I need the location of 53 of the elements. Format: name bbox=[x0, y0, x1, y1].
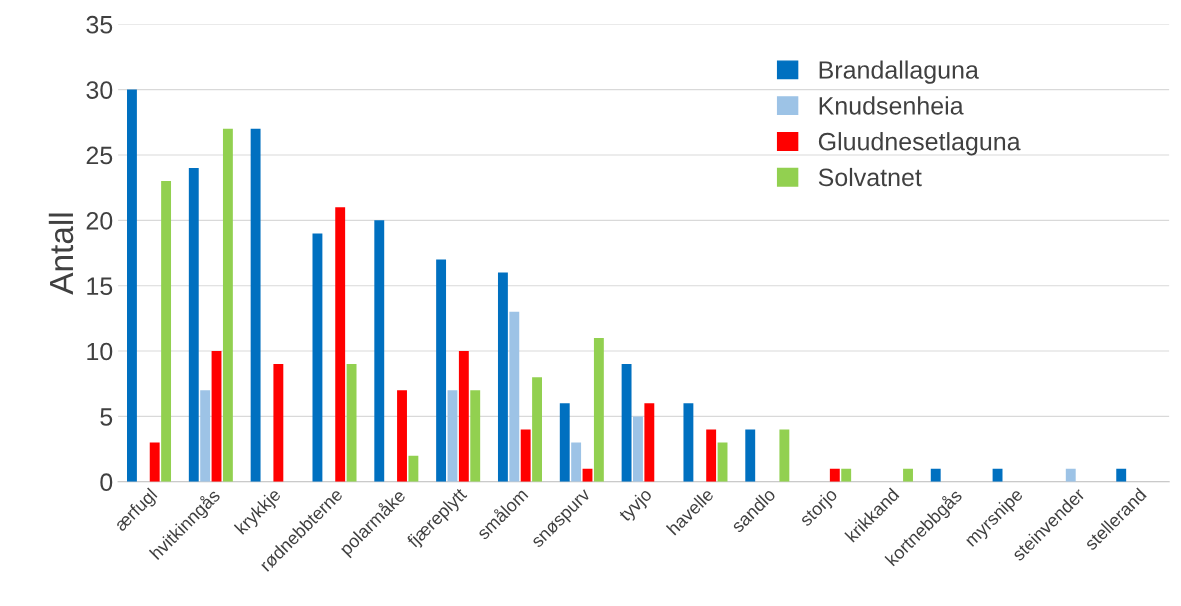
legend-label: Brandallaguna bbox=[819, 60, 979, 84]
bar bbox=[779, 429, 790, 482]
y-tick-label: 15 bbox=[87, 277, 113, 295]
legend-label: Knudsenheia bbox=[819, 96, 964, 115]
bar bbox=[436, 259, 447, 482]
bar bbox=[161, 181, 172, 482]
bar bbox=[222, 128, 233, 482]
bar bbox=[706, 429, 717, 482]
y-tick-label: 30 bbox=[86, 81, 113, 99]
y-tick-label: 35 bbox=[86, 15, 113, 34]
y-tick-label: 20 bbox=[86, 211, 113, 230]
bar bbox=[127, 89, 137, 482]
y-axis-title: Antall bbox=[48, 213, 74, 295]
bar bbox=[559, 403, 570, 482]
bar bbox=[644, 403, 655, 482]
bar bbox=[200, 390, 211, 482]
bar bbox=[1116, 468, 1127, 482]
y-tick-label: 25 bbox=[86, 146, 113, 165]
bar bbox=[903, 468, 913, 482]
legend-label: Gluudnesetlaguna bbox=[818, 132, 1021, 156]
bar bbox=[520, 429, 531, 482]
bar bbox=[1065, 468, 1076, 482]
bar bbox=[250, 128, 261, 482]
bar bbox=[273, 364, 284, 482]
y-tick-label: 5 bbox=[100, 408, 113, 426]
bar bbox=[745, 429, 756, 482]
legend-label: Solvatnet bbox=[818, 167, 922, 187]
bar bbox=[312, 233, 323, 482]
bar bbox=[633, 416, 643, 482]
bar bbox=[509, 311, 520, 482]
y-tick-label: 10 bbox=[87, 342, 113, 361]
bar bbox=[346, 364, 357, 482]
bar bbox=[470, 390, 481, 482]
bar bbox=[497, 272, 508, 482]
bar bbox=[408, 455, 419, 482]
bar bbox=[683, 403, 694, 482]
bar bbox=[447, 390, 458, 482]
bar bbox=[335, 207, 346, 482]
bar bbox=[188, 168, 199, 482]
x-tick-label: tyvjo bbox=[617, 487, 656, 525]
y-tick-label: 0 bbox=[100, 473, 113, 492]
bar bbox=[571, 442, 582, 482]
bar bbox=[374, 220, 385, 482]
bar bbox=[211, 351, 222, 482]
bar bbox=[458, 351, 469, 482]
bar bbox=[397, 390, 407, 482]
bar bbox=[532, 377, 542, 482]
bar bbox=[149, 442, 160, 482]
bar bbox=[593, 337, 604, 482]
bar bbox=[829, 468, 840, 482]
bar bbox=[841, 468, 852, 482]
bar bbox=[621, 364, 632, 482]
bar bbox=[930, 468, 941, 482]
